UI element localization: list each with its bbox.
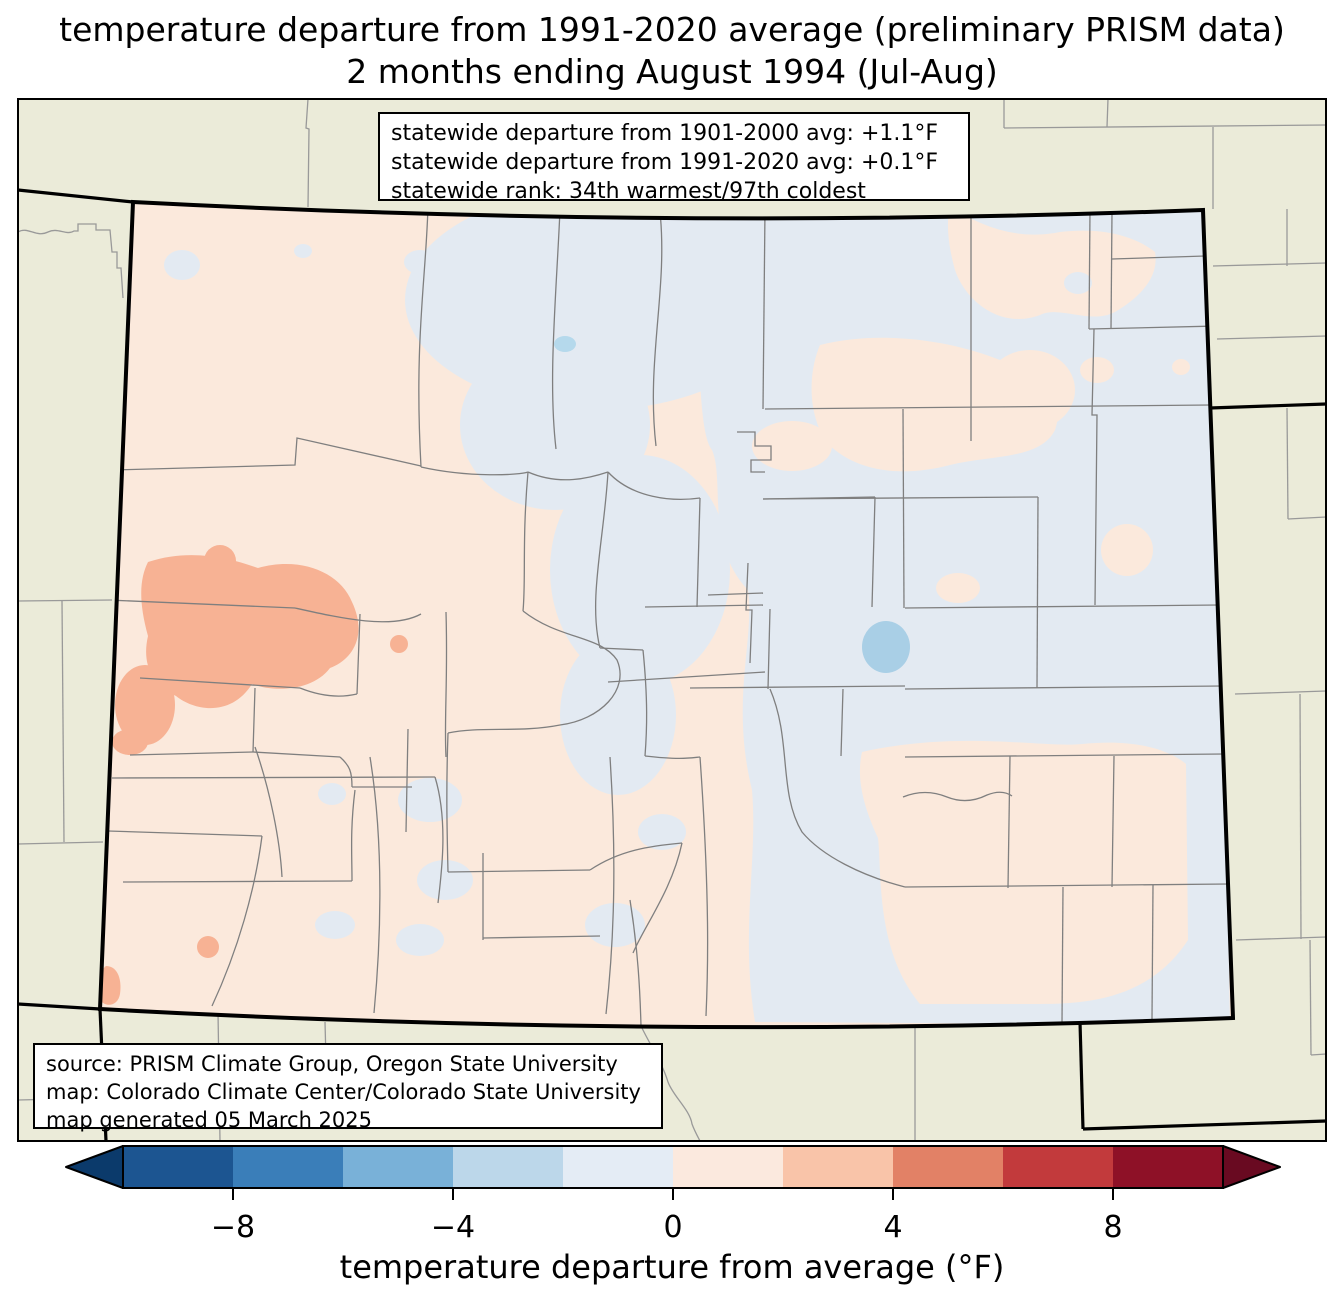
map-generated-line: map generated 05 March 2025 bbox=[46, 1108, 373, 1132]
cool-spot-overlays bbox=[1064, 272, 1092, 294]
plot-frame bbox=[17, 98, 1327, 1142]
colorbar-over-arrow bbox=[1222, 1145, 1281, 1189]
colorbar-bar bbox=[65, 1145, 1281, 1200]
stats-line-rank: statewide rank: 34th warmest/97th coldes… bbox=[391, 179, 866, 204]
colorbar-segment bbox=[1003, 1146, 1113, 1188]
county-lines bbox=[107, 205, 1230, 1027]
colorbar-segment bbox=[893, 1146, 1003, 1188]
cool-moderate-blob bbox=[862, 621, 910, 673]
colorbar-segment bbox=[123, 1146, 233, 1188]
colorbar-tick-label: 8 bbox=[1103, 1210, 1123, 1245]
colorbar-segment bbox=[673, 1146, 783, 1188]
colorbar-segment bbox=[453, 1146, 563, 1188]
lake-grand-lake bbox=[554, 336, 576, 352]
stats-box: statewide departure from 1901-2000 avg: … bbox=[378, 112, 970, 204]
colorbar-tick-label: 4 bbox=[883, 1210, 903, 1245]
colorbar-segment bbox=[343, 1146, 453, 1188]
map-credit-line: map: Colorado Climate Center/Colorado St… bbox=[46, 1080, 641, 1104]
colorbar-tick-label: 0 bbox=[663, 1210, 683, 1245]
source-box: source: PRISM Climate Group, Oregon Stat… bbox=[33, 1043, 663, 1132]
stats-line-1991-2020: statewide departure from 1991-2020 avg: … bbox=[391, 150, 939, 175]
state-fill-layers bbox=[100, 202, 1233, 1028]
figure-title-line1: temperature departure from 1991-2020 ave… bbox=[59, 10, 1285, 49]
warm-patch-regions bbox=[752, 206, 1190, 1004]
neighbor-county-lines bbox=[17, 98, 1327, 1142]
source-line: source: PRISM Climate Group, Oregon Stat… bbox=[46, 1052, 618, 1076]
colorbar-segment bbox=[563, 1146, 673, 1188]
colorbar-axis-label: temperature departure from average (°F) bbox=[339, 1248, 1005, 1286]
colorbar-segment bbox=[1113, 1146, 1223, 1188]
colorbar-segment bbox=[783, 1146, 893, 1188]
colorbar-tick-label: −8 bbox=[210, 1210, 256, 1245]
colorbar-tick-label: −4 bbox=[430, 1210, 476, 1245]
figure-title-line2: 2 months ending August 1994 (Jul-Aug) bbox=[346, 52, 998, 91]
colorbar-under-arrow bbox=[65, 1145, 124, 1189]
strong-warm-regions bbox=[100, 545, 408, 1005]
stats-line-1901-2000: statewide departure from 1901-2000 avg: … bbox=[391, 121, 939, 146]
colorbar-segment bbox=[233, 1146, 343, 1188]
state-border-colorado bbox=[97, 199, 1236, 1030]
colorbar-tick-marks bbox=[232, 1188, 1114, 1200]
